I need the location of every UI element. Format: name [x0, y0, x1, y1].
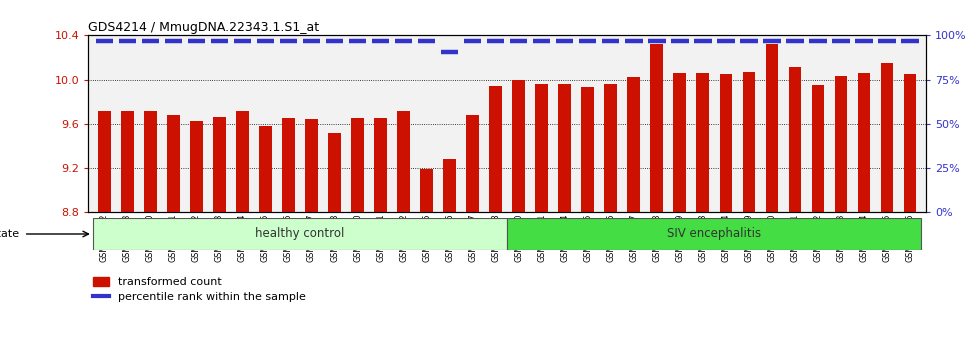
Bar — [559, 84, 571, 212]
Text: disease state: disease state — [0, 229, 20, 239]
Bar — [651, 44, 663, 212]
Bar — [513, 80, 525, 212]
Bar — [93, 218, 508, 250]
Bar — [789, 68, 802, 212]
Bar — [420, 169, 433, 212]
Bar — [144, 110, 157, 212]
Bar — [835, 76, 848, 212]
Bar — [904, 74, 916, 212]
Bar — [811, 85, 824, 212]
Bar — [236, 110, 249, 212]
Bar — [881, 63, 894, 212]
Bar — [535, 84, 548, 212]
Bar — [743, 72, 756, 212]
Legend: transformed count, percentile rank within the sample: transformed count, percentile rank withi… — [88, 273, 311, 306]
Bar — [351, 118, 364, 212]
Bar — [443, 159, 456, 212]
Bar — [121, 110, 133, 212]
Bar — [605, 84, 617, 212]
Text: SIV encephalitis: SIV encephalitis — [667, 228, 761, 240]
Bar — [328, 133, 341, 212]
Bar — [466, 115, 479, 212]
Bar — [213, 117, 225, 212]
Bar — [190, 121, 203, 212]
Text: GDS4214 / MmugDNA.22343.1.S1_at: GDS4214 / MmugDNA.22343.1.S1_at — [88, 21, 319, 34]
Bar — [305, 119, 318, 212]
Bar — [627, 78, 640, 212]
Bar — [581, 87, 594, 212]
Bar — [167, 115, 179, 212]
Bar — [507, 218, 921, 250]
Bar — [259, 126, 271, 212]
Bar — [697, 73, 710, 212]
Bar — [858, 73, 870, 212]
Bar — [397, 110, 410, 212]
Bar — [765, 44, 778, 212]
Bar — [719, 74, 732, 212]
Bar — [673, 73, 686, 212]
Text: healthy control: healthy control — [255, 228, 345, 240]
Bar — [374, 118, 387, 212]
Bar — [98, 110, 111, 212]
Bar — [282, 118, 295, 212]
Bar — [489, 86, 502, 212]
